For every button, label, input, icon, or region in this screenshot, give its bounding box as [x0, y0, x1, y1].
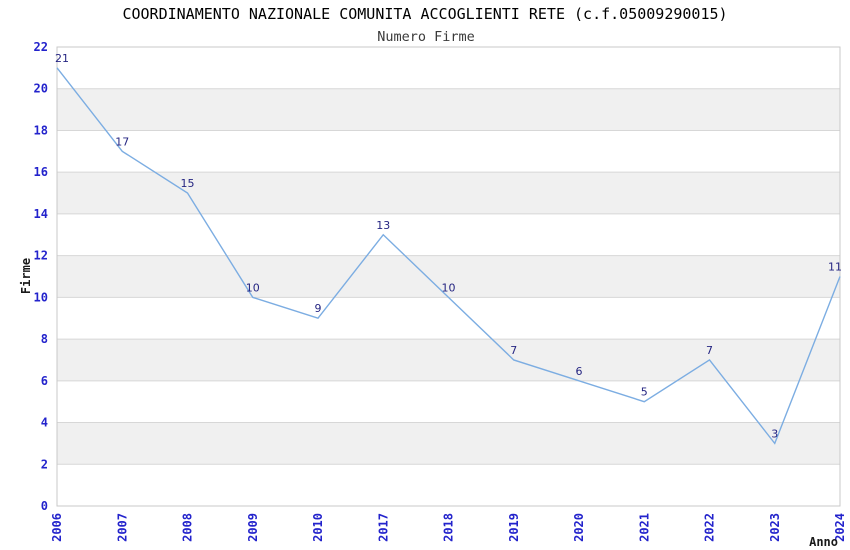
data-point-label: 15 [181, 177, 195, 190]
x-tick-label: 2018 [442, 513, 456, 542]
x-tick-label: 2019 [507, 513, 521, 542]
y-tick-label: 4 [41, 416, 48, 430]
grid-band [57, 255, 840, 298]
data-line [56, 67, 841, 445]
data-point-label: 11 [828, 261, 842, 274]
grid-band [57, 172, 840, 214]
data-point-label: 21 [55, 52, 69, 65]
data-point-label: 9 [315, 302, 322, 315]
chart-title: COORDINAMENTO NAZIONALE COMUNITA ACCOGLI… [122, 5, 727, 23]
y-tick-label: 18 [34, 123, 48, 137]
x-tick-label: 2006 [50, 513, 64, 542]
x-tick-label: 2023 [768, 513, 782, 542]
plot-area: 2117151091310765731102468101214161820222… [34, 40, 847, 542]
y-tick-label: 8 [41, 332, 48, 346]
data-point-label: 7 [510, 344, 517, 357]
y-tick-label: 22 [34, 40, 48, 54]
x-tick-label: 2021 [637, 513, 651, 542]
y-axis-title: Firme [19, 258, 33, 294]
grid-band [57, 339, 840, 381]
data-point-label: 13 [376, 219, 390, 232]
x-tick-label: 2007 [115, 513, 129, 542]
grid-band [57, 88, 840, 131]
y-tick-label: 14 [34, 207, 48, 221]
y-tick-label: 2 [41, 457, 48, 471]
data-point-label: 10 [442, 281, 456, 294]
data-point-label: 6 [576, 365, 583, 378]
x-tick-label: 2022 [703, 513, 717, 542]
x-tick-label: 2020 [572, 513, 586, 542]
y-tick-label: 0 [41, 499, 48, 513]
y-tick-label: 20 [34, 82, 48, 96]
x-tick-label: 2009 [246, 513, 260, 542]
data-point-label: 10 [246, 281, 260, 294]
chart-subtitle: Numero Firme [377, 29, 475, 45]
y-tick-label: 10 [34, 290, 48, 304]
data-point-label: 5 [641, 386, 648, 399]
data-point-label: 7 [706, 344, 713, 357]
data-point-label: 3 [771, 427, 778, 440]
grid-band [57, 422, 840, 465]
x-tick-label: 2008 [181, 513, 195, 542]
y-tick-label: 12 [34, 249, 48, 263]
y-tick-label: 6 [41, 374, 48, 388]
data-point-label: 17 [115, 135, 129, 148]
x-tick-label: 2017 [376, 513, 390, 542]
x-axis-title: Anno [809, 535, 838, 549]
y-tick-label: 16 [34, 165, 48, 179]
x-tick-label: 2010 [311, 513, 325, 542]
x-tick-label: 2024 [833, 513, 847, 542]
